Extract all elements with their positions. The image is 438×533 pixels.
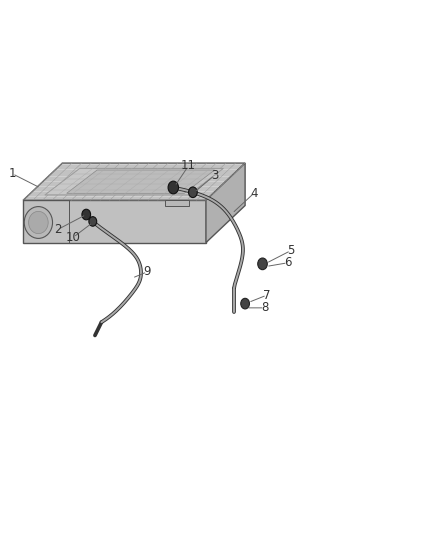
Text: 1: 1 [8, 167, 16, 180]
Text: 2: 2 [54, 223, 62, 236]
Circle shape [258, 258, 267, 270]
Text: 10: 10 [66, 231, 81, 244]
Text: 4: 4 [250, 187, 258, 200]
Text: 5: 5 [287, 244, 294, 257]
Circle shape [188, 187, 197, 198]
Polygon shape [45, 168, 223, 195]
Circle shape [89, 216, 97, 226]
Text: 9: 9 [143, 265, 151, 278]
Circle shape [241, 298, 250, 309]
Circle shape [168, 181, 179, 194]
Text: 11: 11 [181, 159, 196, 172]
Ellipse shape [24, 207, 53, 238]
Circle shape [82, 209, 91, 220]
Polygon shape [23, 200, 206, 243]
Polygon shape [206, 163, 245, 243]
Text: 8: 8 [261, 301, 268, 314]
Text: 3: 3 [211, 169, 218, 182]
Polygon shape [165, 200, 188, 206]
Polygon shape [23, 163, 245, 200]
Text: 6: 6 [284, 256, 292, 269]
Text: 7: 7 [263, 289, 271, 302]
Ellipse shape [28, 212, 48, 233]
Polygon shape [67, 170, 215, 193]
